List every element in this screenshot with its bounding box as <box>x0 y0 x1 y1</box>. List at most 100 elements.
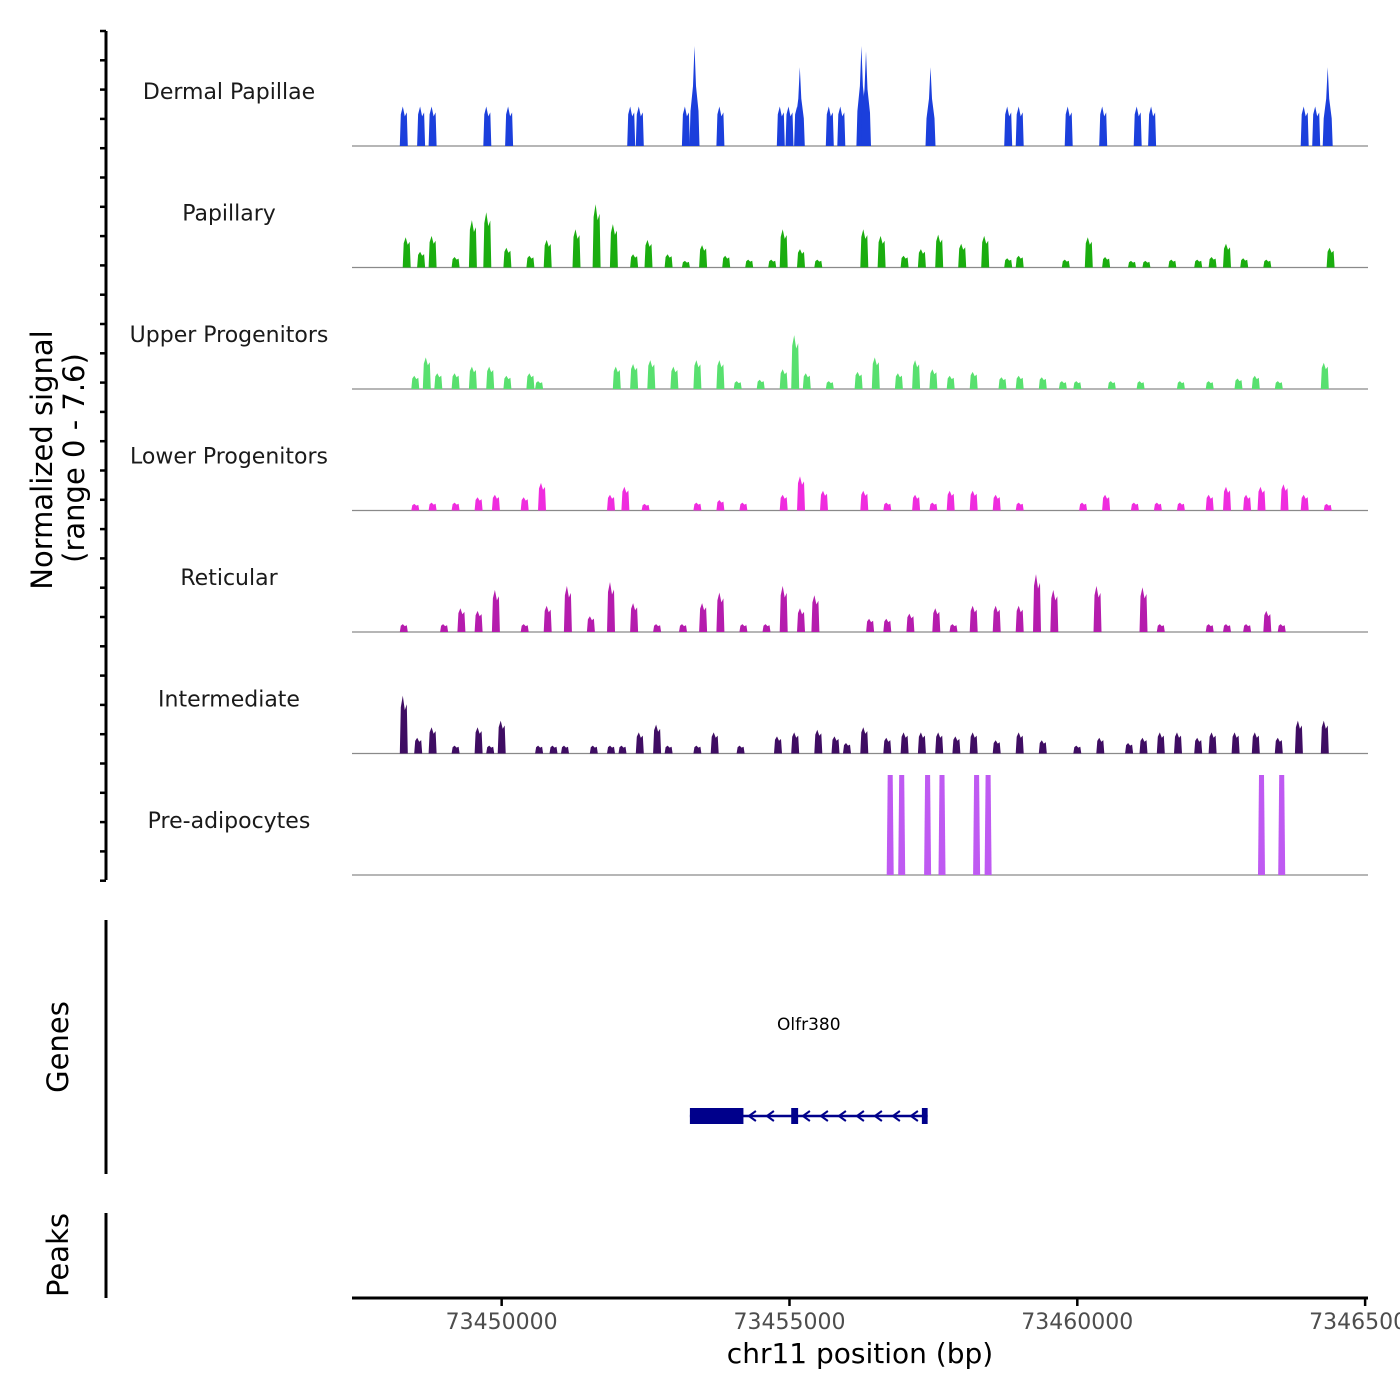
signal-bin <box>1300 106 1309 146</box>
signal-bin <box>791 732 800 754</box>
signal-bin <box>1102 494 1111 511</box>
signal-bin <box>1142 260 1151 268</box>
signal-bin <box>607 494 615 511</box>
signal-bin <box>1064 106 1073 146</box>
signal-bin <box>497 720 506 754</box>
signal-bin <box>681 260 690 268</box>
signal-bin <box>399 695 408 754</box>
gene-exon <box>689 1108 744 1124</box>
track-upper-progenitors: Upper Progenitors <box>130 323 1368 390</box>
peaks-panel-label: Peaks <box>41 1213 75 1297</box>
signal-bin <box>414 737 423 754</box>
strand-arrow-icon <box>873 1110 883 1122</box>
signal-bin <box>1194 737 1203 754</box>
signal-bin <box>520 497 529 511</box>
signal-bin <box>797 249 805 268</box>
signal-bin <box>1107 381 1116 389</box>
signal-bin <box>969 371 978 389</box>
signal-bin <box>1153 502 1162 511</box>
signal-bin <box>1300 494 1309 511</box>
signal-bin <box>906 613 915 632</box>
signal-bin <box>952 736 961 754</box>
signal-bin <box>647 360 656 389</box>
strand-arrow-icon <box>801 1110 811 1122</box>
signal-bin <box>1274 381 1283 389</box>
signal-bin <box>1257 486 1266 511</box>
signal-bin <box>474 497 483 511</box>
genes-panel-label: Genes <box>41 1001 75 1093</box>
signal-bin <box>1312 106 1321 146</box>
signal-bin <box>399 106 408 146</box>
signal-bin <box>1130 502 1139 511</box>
signal-bin <box>1278 775 1286 875</box>
signal-bin <box>563 585 572 632</box>
signal-bin <box>1015 106 1024 146</box>
signal-bin <box>486 366 495 389</box>
signal-bin <box>861 51 871 146</box>
signal-bin <box>635 106 644 146</box>
track-label: Lower Progenitors <box>130 445 328 470</box>
signal-bin <box>1320 720 1329 754</box>
signal-bin <box>1125 743 1134 754</box>
signal-bin <box>992 494 1001 511</box>
signal-bin <box>1084 237 1093 268</box>
track-intermediate: Intermediate <box>158 688 1368 755</box>
signal-bin <box>774 736 782 754</box>
x-tick-label: 73465000 <box>1309 1310 1400 1335</box>
signal-bin <box>854 371 863 389</box>
signal-bin <box>998 377 1007 389</box>
signal-bin <box>572 229 581 268</box>
signal-bin <box>1223 486 1231 511</box>
signal-bin <box>722 255 731 268</box>
signal-bin <box>1243 494 1252 511</box>
signal-bin <box>736 745 745 754</box>
signal-bin <box>468 366 477 389</box>
signal-bin <box>811 595 820 632</box>
signal-bin <box>483 106 492 146</box>
signal-bin <box>1058 381 1067 389</box>
signal-bin <box>549 745 558 754</box>
signal-bin <box>797 476 805 511</box>
track-lower-progenitors: Lower Progenitors <box>130 445 1368 512</box>
signal-bin <box>1243 624 1252 632</box>
signal-bin <box>825 381 834 389</box>
signal-bin <box>503 375 512 389</box>
signal-bin <box>1128 260 1136 268</box>
track-label: Reticular <box>180 566 278 591</box>
signal-bin <box>929 502 938 511</box>
signal-bin <box>1251 375 1260 389</box>
signal-bin <box>689 46 700 146</box>
signal-bin <box>635 732 644 754</box>
genes-panel: Genes Olfr380 <box>41 920 928 1174</box>
signal-bin <box>924 775 932 875</box>
signal-bin <box>883 618 892 632</box>
track-papillary: Papillary <box>182 202 1368 269</box>
signal-bin <box>831 736 840 754</box>
signal-bin <box>612 366 621 389</box>
coverage-tracks: Dermal Papillae Papillary Upper Progenitor… <box>130 46 1368 876</box>
signal-bin <box>946 490 955 511</box>
signal-bin <box>543 605 552 632</box>
signal-bin <box>912 360 921 389</box>
signal-bin <box>981 235 990 268</box>
signal-bin <box>543 239 552 268</box>
signal-bin <box>693 745 702 754</box>
signal-bin <box>949 624 958 632</box>
signal-bin <box>794 67 805 146</box>
signal-bin <box>1015 502 1024 511</box>
signal-bin <box>1326 247 1335 268</box>
signal-bin <box>938 775 946 875</box>
signal-bin <box>814 259 823 268</box>
gene-name-label: Olfr380 <box>777 1015 841 1035</box>
signal-bin <box>935 732 944 754</box>
signal-bin <box>1205 624 1214 632</box>
strand-arrow-icon <box>891 1110 901 1122</box>
signal-bin <box>733 381 742 389</box>
signal-bin <box>860 490 869 511</box>
signal-bin <box>1208 732 1217 754</box>
signal-bin <box>860 229 869 268</box>
signal-bin <box>762 624 771 632</box>
signal-bin <box>1015 375 1024 389</box>
signal-bin <box>491 494 500 511</box>
signal-bin <box>664 254 673 268</box>
